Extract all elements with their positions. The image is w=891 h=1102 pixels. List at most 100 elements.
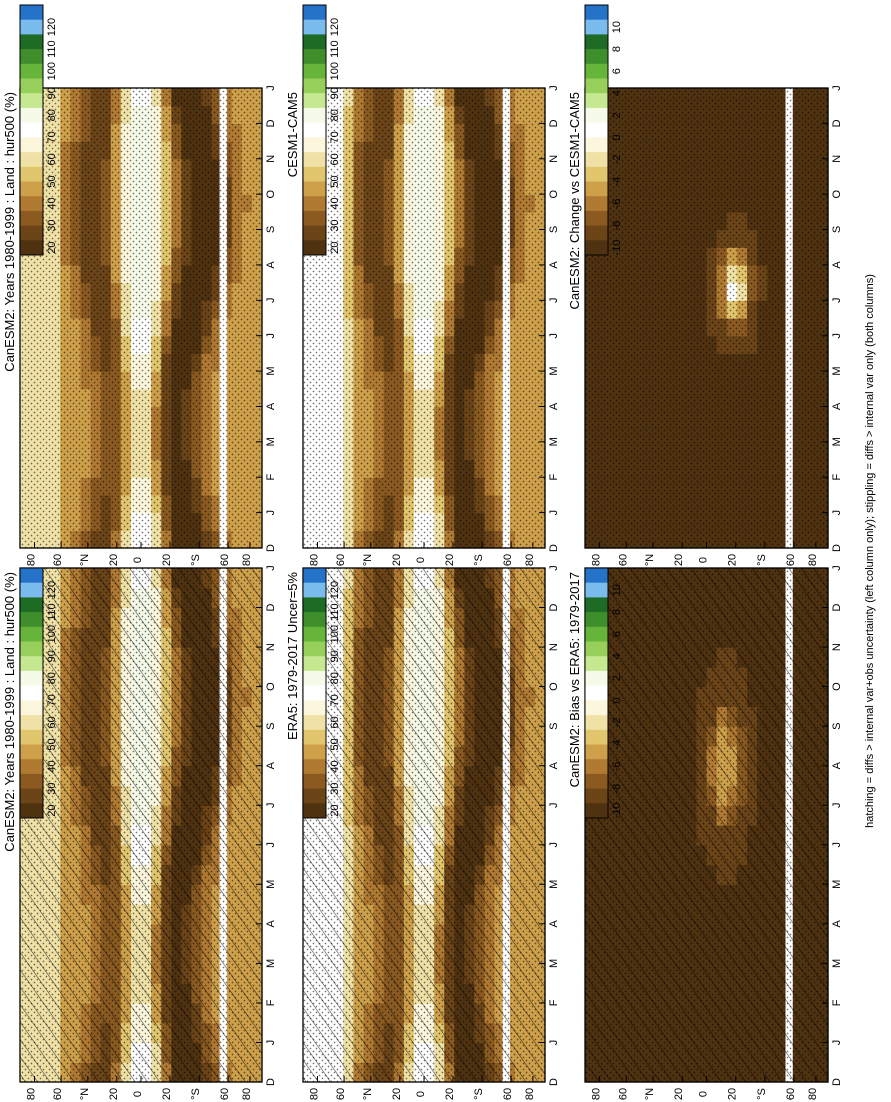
colorbar-label: 70 (329, 131, 341, 143)
colorbar-swatch (585, 597, 608, 613)
colorbar-swatch (20, 715, 43, 731)
colorbar-frame (302, 4, 327, 256)
colorbar-swatch (303, 78, 326, 94)
colorbar-swatch (303, 670, 326, 686)
lat-tick-label: °N (79, 1088, 91, 1100)
month-tick-label: A (265, 261, 277, 269)
month-tick-label: O (831, 682, 843, 691)
month-tick-label: D (831, 603, 843, 611)
lat-tick-label: 20 (108, 1088, 120, 1100)
colorbar-label: -6 (611, 762, 623, 772)
panel-3: 80 60 °N 20 0 20 °S 60 80 D J F M A M J J A S O N D J ERA5: 197… (285, 565, 560, 1100)
colorbar-swatch (20, 19, 43, 35)
colorbar-label: 50 (46, 738, 58, 750)
colorbar-swatch (585, 166, 608, 182)
colorbar-swatch (20, 656, 43, 672)
colorbar-swatch (303, 685, 326, 701)
month-tick-label: N (265, 155, 277, 163)
colorbar-label: -6 (611, 199, 623, 209)
month-tick-label: S (265, 226, 277, 233)
colorbar-label: 6 (611, 631, 623, 637)
lat-tick-label: 0 (132, 1091, 144, 1097)
month-tick-label: D (548, 119, 560, 127)
panel-title: CanESM2: Bias vs ERA5: 1979-2017 (567, 572, 582, 787)
panel-title: ERA5: 1979-2017 Uncer=5% (285, 572, 300, 740)
colorbar-label: 80 (329, 109, 341, 121)
month-tick-label: D (548, 544, 560, 552)
colorbar-swatch (303, 19, 326, 35)
lat-tick-label: 0 (132, 557, 144, 563)
colorbar-swatch (303, 626, 326, 642)
lat-tick-label: 20 (444, 1088, 456, 1100)
colorbar-swatch (585, 612, 608, 628)
month-tick-label: O (831, 189, 843, 198)
colorbar-swatch (20, 803, 43, 819)
colorbar-swatch (585, 582, 608, 598)
colorbar-swatch (20, 729, 43, 745)
lat-tick-label: 80 (241, 1088, 253, 1100)
month-tick-label: A (548, 402, 560, 410)
lat-tick-label: 80 (524, 554, 536, 566)
month-tick-label: M (265, 437, 277, 446)
colorbar-swatch (585, 700, 608, 716)
month-tick-label: J (548, 565, 560, 571)
lat-tick-label: °N (644, 1088, 656, 1100)
colorbar-label: 20 (46, 804, 58, 816)
lat-tick-label: 60 (219, 1088, 231, 1100)
month-tick-label: J (831, 85, 843, 91)
colorbar-label: 50 (46, 175, 58, 187)
colorbar-swatch (303, 225, 326, 241)
colorbar-swatch (585, 78, 608, 94)
colorbar-swatch (20, 210, 43, 226)
colorbar-swatch (585, 34, 608, 50)
lat-tick-label: °N (79, 554, 91, 566)
colorbar-label: 120 (46, 581, 58, 599)
colorbar-swatch (303, 122, 326, 138)
colorbar-swatch (585, 196, 608, 212)
month-tick-label: J (265, 565, 277, 571)
colorbar-label: 60 (329, 153, 341, 165)
colorbar: 120 110 100 90 80 70 60 50 40 30 20 (302, 4, 341, 256)
colorbar-swatch (20, 196, 43, 212)
colorbar-swatch (585, 744, 608, 760)
colorbar-swatch (20, 582, 43, 598)
colorbar-frame (19, 4, 44, 256)
lat-tick-label: 60 (335, 554, 347, 566)
colorbar-swatch (20, 49, 43, 65)
colorbar-frame (302, 567, 327, 819)
colorbar-swatch (20, 568, 43, 584)
month-tick-label: J (265, 1040, 277, 1046)
colorbar-swatch (585, 152, 608, 168)
month-tick-label: J (265, 802, 277, 808)
lat-tick-label: 20 (444, 554, 456, 566)
colorbar-label: -10 (611, 803, 623, 819)
panel-5: 80 60 °N 20 0 20 °S 60 80DJFMAMJJASONDJCanESM2: … (567, 565, 843, 1100)
colorbar-swatch (585, 240, 608, 256)
lat-tick-label: 0 (415, 1091, 427, 1097)
month-tick-label: F (831, 999, 843, 1006)
colorbar-swatch (20, 670, 43, 686)
colorbar-label: -2 (611, 155, 623, 165)
month-tick-label: J (548, 510, 560, 516)
month-tick-label: A (831, 919, 843, 927)
colorbar-swatch (303, 93, 326, 109)
colorbar-label: 100 (46, 625, 58, 643)
colorbar-swatch (585, 93, 608, 109)
lat-tick-label: 60 (502, 554, 514, 566)
colorbar-label: 100 (329, 62, 341, 80)
colorbar-label: 4 (611, 653, 623, 659)
lat-tick-label: °S (756, 554, 768, 566)
lat-tick-label: 0 (698, 1091, 710, 1097)
lat-tick-label: 20 (727, 554, 739, 566)
lat-tick-label: 20 (391, 554, 403, 566)
colorbar-label: 90 (46, 650, 58, 662)
month-tick-label: A (831, 402, 843, 410)
colorbar-swatch (303, 34, 326, 50)
colorbar-label: 110 (46, 40, 58, 58)
lat-tick-label: 80 (309, 1088, 321, 1100)
lat-tick-label: °N (644, 554, 656, 566)
month-tick-label: M (831, 367, 843, 376)
colorbar-swatch (20, 152, 43, 168)
colorbar-label: 10 (611, 584, 623, 596)
